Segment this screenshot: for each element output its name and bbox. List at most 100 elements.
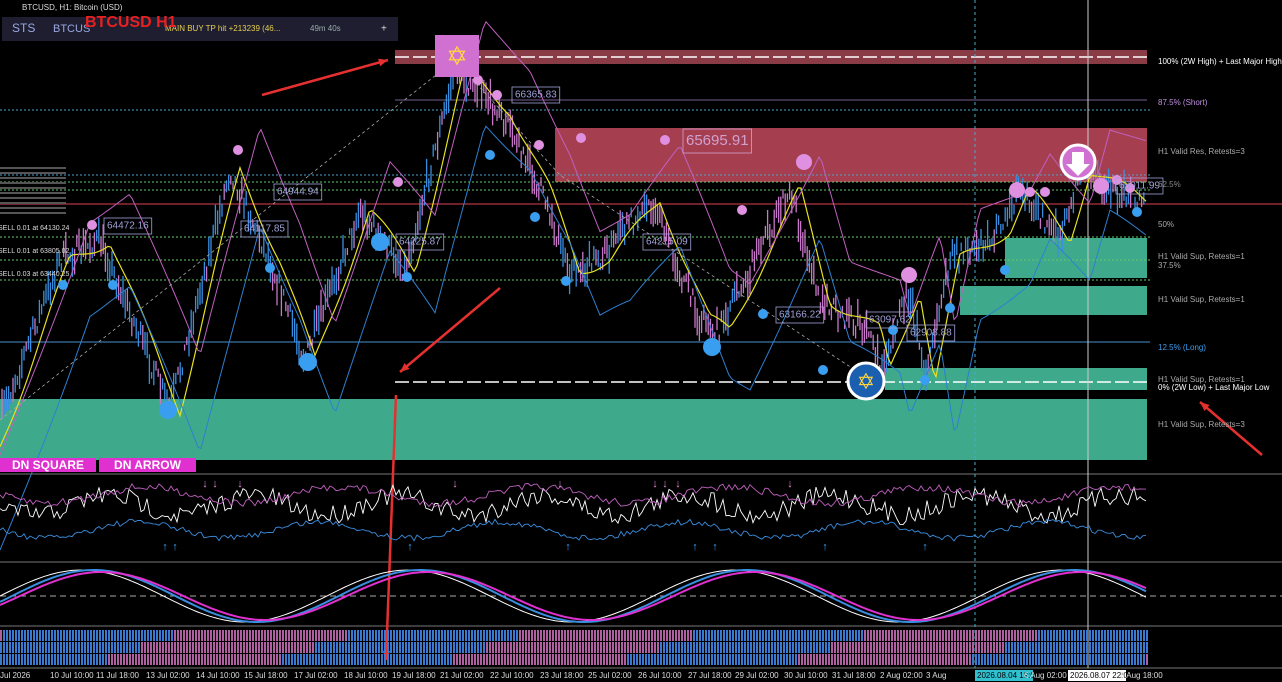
trend-bar	[1140, 630, 1142, 641]
trend-bar	[528, 642, 530, 653]
trend-bar	[972, 642, 974, 653]
toolbar-item[interactable]: MAIN BUY TP hit +213239 (46...	[165, 24, 280, 33]
trend-bar	[150, 642, 152, 653]
trend-bar	[516, 630, 518, 641]
trend-bar	[366, 642, 368, 653]
toolbar-item[interactable]: 49m 40s	[310, 24, 341, 33]
trend-bar	[675, 654, 677, 665]
trend-bar	[480, 630, 482, 641]
trend-bar	[150, 654, 152, 665]
trend-bar	[48, 642, 50, 653]
trend-bar	[513, 642, 515, 653]
trend-bar	[240, 654, 242, 665]
trend-bar	[357, 642, 359, 653]
trend-bar	[789, 654, 791, 665]
trend-bar	[1146, 654, 1148, 665]
trend-bar	[630, 630, 632, 641]
trend-bar	[399, 654, 401, 665]
trend-bar	[534, 654, 536, 665]
trend-bar	[993, 630, 995, 641]
trend-bar	[831, 642, 833, 653]
trend-bar	[711, 654, 713, 665]
trend-bar	[951, 630, 953, 641]
signal-dot	[58, 280, 68, 290]
toolbar-item[interactable]: STS	[12, 21, 35, 35]
trend-bar	[231, 654, 233, 665]
trend-bar	[1083, 630, 1085, 641]
trend-bar	[516, 642, 518, 653]
trend-bar	[894, 630, 896, 641]
trend-bar	[417, 642, 419, 653]
trend-bar	[990, 654, 992, 665]
trend-bar	[627, 654, 629, 665]
toolbar-item[interactable]: BTCUS	[53, 23, 90, 35]
trend-bar	[1134, 630, 1136, 641]
trend-bar	[477, 654, 479, 665]
trend-bar	[981, 642, 983, 653]
trend-bar	[1071, 630, 1073, 641]
button-bg[interactable]	[99, 458, 196, 472]
trend-bar	[429, 630, 431, 641]
trend-bar	[1107, 630, 1109, 641]
trend-bar	[471, 654, 473, 665]
trend-bar	[846, 630, 848, 641]
trend-bar	[537, 654, 539, 665]
trend-bar	[213, 642, 215, 653]
trend-bar	[324, 654, 326, 665]
trend-bar	[456, 630, 458, 641]
trend-bar	[864, 654, 866, 665]
signal-dot	[576, 133, 586, 143]
trend-bar	[879, 654, 881, 665]
trend-bar	[786, 630, 788, 641]
trend-bar	[969, 642, 971, 653]
trend-bar	[1023, 630, 1025, 641]
button[interactable]: DN ARROW	[114, 458, 182, 472]
trend-bar	[879, 630, 881, 641]
trend-bar	[849, 654, 851, 665]
trend-bar	[141, 642, 143, 653]
trend-bar	[732, 654, 734, 665]
trend-bar	[495, 630, 497, 641]
trend-bar	[465, 642, 467, 653]
trend-bar	[1035, 654, 1037, 665]
trend-bar	[678, 630, 680, 641]
trend-bar	[855, 642, 857, 653]
trend-bar	[201, 630, 203, 641]
trend-bar	[90, 630, 92, 641]
trend-bar	[1062, 654, 1064, 665]
trend-bar	[1080, 654, 1082, 665]
trend-bar	[513, 630, 515, 641]
trend-bar	[153, 630, 155, 641]
trend-bar	[651, 642, 653, 653]
trend-bar	[486, 642, 488, 653]
trend-bar	[507, 642, 509, 653]
trend-bar	[1137, 642, 1139, 653]
trend-bar	[699, 642, 701, 653]
signal-dot	[87, 220, 97, 230]
trend-bar	[306, 654, 308, 665]
trend-bar	[129, 630, 131, 641]
trend-bar	[615, 654, 617, 665]
trend-bar	[621, 630, 623, 641]
trend-bar	[264, 630, 266, 641]
trend-bar	[270, 654, 272, 665]
toolbar-item[interactable]: +	[381, 24, 387, 35]
trend-bar	[462, 642, 464, 653]
button[interactable]: DN SQUARE	[12, 458, 84, 472]
trend-bar	[168, 630, 170, 641]
trend-bar	[441, 630, 443, 641]
osc-arrow: ↓	[202, 478, 208, 490]
trend-bar	[834, 642, 836, 653]
trend-bar	[762, 630, 764, 641]
trend-bar	[1047, 630, 1049, 641]
trend-bar	[393, 654, 395, 665]
trend-bar	[1098, 642, 1100, 653]
trend-bar	[72, 630, 74, 641]
trend-bar	[1059, 642, 1061, 653]
trend-bar	[606, 642, 608, 653]
trend-bar	[489, 654, 491, 665]
button-bg[interactable]	[0, 458, 96, 472]
trend-bar	[237, 630, 239, 641]
trend-bar	[210, 630, 212, 641]
trend-bar	[654, 654, 656, 665]
